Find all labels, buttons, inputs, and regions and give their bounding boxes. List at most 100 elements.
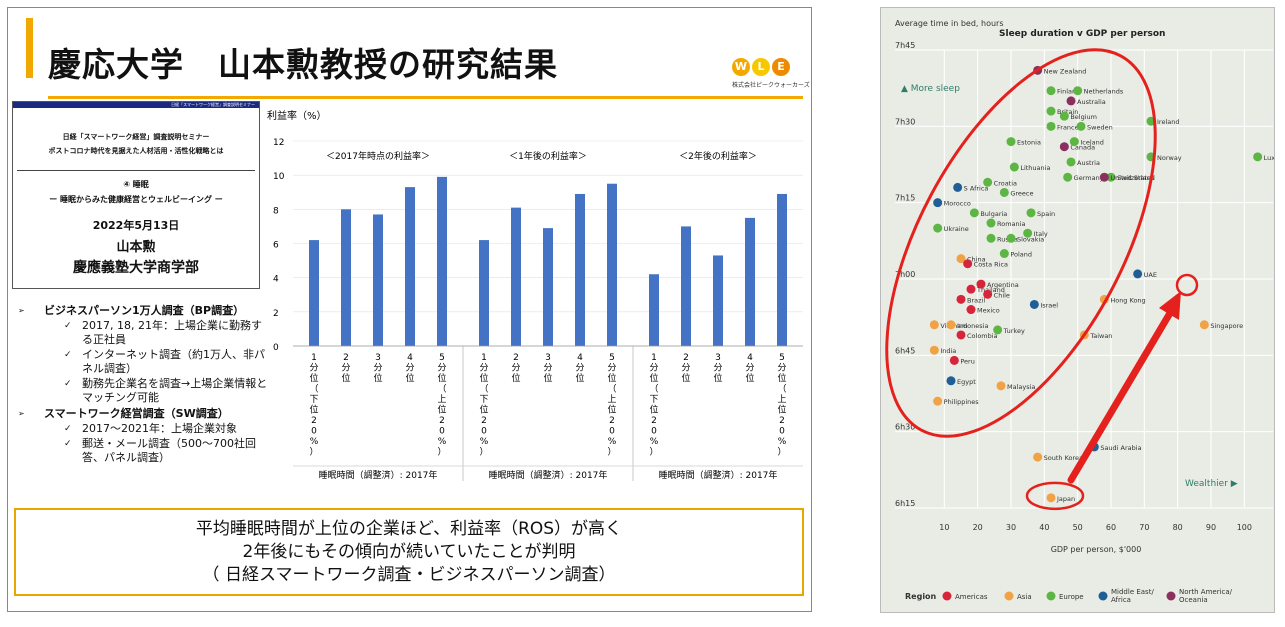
title-underline <box>48 96 803 99</box>
x-axis-label: 睡眠時間（調整済）: 2017年 <box>489 469 608 481</box>
data-point <box>1029 299 1039 309</box>
x-tick-label: 4 分位 <box>405 353 414 384</box>
bar-chart-svg: 利益率（%） 0 2 4 6 8 10 12 ＜2017年時点の利益率＞ 1 分位（下位 2 0 %） 2 分… <box>267 109 803 481</box>
legend-swatch <box>942 591 952 601</box>
bar <box>681 226 691 346</box>
data-point <box>933 396 943 406</box>
point-label: Luxembourg <box>1264 154 1274 162</box>
point-label: Peru <box>960 357 974 365</box>
point-label: Austria <box>1077 159 1100 167</box>
point-label: S Africa <box>964 184 989 192</box>
japan-highlight <box>1025 481 1085 511</box>
bullet-item: 2017～2021年：上場企業対象 <box>14 422 269 436</box>
panel-title: ＜1年後の利益率＞ <box>509 150 587 162</box>
bar <box>649 274 659 346</box>
y-tick-label: 6h30 <box>895 423 915 432</box>
cover-section: ④ 睡眠 <box>123 180 149 189</box>
point-label: Taiwan <box>1089 332 1112 340</box>
summary-line: 平均睡眠時間が上位の企業ほど、利益率（ROS）が高く <box>195 519 623 539</box>
point-label: Britain <box>1057 108 1078 116</box>
x-tick-label: 1 分位（下位 2 0%） <box>479 353 488 458</box>
x-axis-label: 睡眠時間（調整済）: 2017年 <box>319 469 438 481</box>
bar <box>713 255 723 346</box>
point-label: India <box>940 347 956 355</box>
x-tick-label: 90 <box>1206 523 1216 532</box>
data-point <box>1066 157 1076 167</box>
x-axis-label: GDP per person, $'000 <box>1051 545 1142 554</box>
data-point <box>1099 172 1109 182</box>
point-label: Colombia <box>967 332 998 340</box>
data-point <box>1006 233 1016 243</box>
y-tick-label: 6 <box>273 241 279 251</box>
panel-title: ＜2年後の利益率＞ <box>679 150 757 162</box>
data-point <box>1006 137 1016 147</box>
bar <box>607 183 617 346</box>
bullet-list: ビジネスパーソン1万人調査（BP調査） 2017, 18, 21年：上場企業に勤… <box>14 302 269 465</box>
bar <box>543 228 553 346</box>
x-tick-label: 3 分位 <box>543 353 552 384</box>
point-label: UAE <box>1144 271 1157 279</box>
point-label: Spain <box>1037 210 1055 218</box>
company-logo: W L E 株式会社ピークウォーカーズ <box>728 58 810 98</box>
data-point <box>1199 320 1209 330</box>
legend-entry: Europe <box>1059 593 1084 601</box>
legend-swatch <box>1098 591 1108 601</box>
y-tick-label: 7h15 <box>895 194 915 203</box>
data-point <box>1046 121 1056 131</box>
x-tick-label: 100 <box>1237 523 1252 532</box>
highlight-ellipse <box>885 48 1157 438</box>
point-label: Netherlands <box>1084 88 1124 96</box>
data-point <box>929 345 939 355</box>
data-point <box>1026 208 1036 218</box>
data-point <box>969 208 979 218</box>
sleep-gdp-scatter: Average time in bed, hours Sleep duration… <box>880 7 1285 613</box>
data-point <box>1033 452 1043 462</box>
data-point <box>956 294 966 304</box>
data-point <box>1059 111 1069 121</box>
logo-letter-l: L <box>752 58 770 76</box>
cover-header-strip: 日経「スマートワーク経営」調査説明セミナー <box>13 102 259 108</box>
bar <box>341 209 351 346</box>
data-point <box>956 254 966 264</box>
cover-author: 山本勲 <box>116 240 156 255</box>
point-label: Argentina <box>987 281 1019 289</box>
data-point <box>1023 228 1033 238</box>
data-point <box>1066 96 1076 106</box>
data-point <box>1069 137 1079 147</box>
y-tick-label: 0 <box>273 343 279 353</box>
point-label: Hong Kong <box>1110 296 1145 304</box>
data-point <box>1073 86 1083 96</box>
data-point <box>986 233 996 243</box>
bar <box>745 217 755 346</box>
point-label: Norway <box>1157 154 1182 162</box>
point-label: Switzerland <box>1117 174 1155 182</box>
data-point <box>933 198 943 208</box>
bar <box>511 207 521 346</box>
point-label: Egypt <box>957 378 976 386</box>
point-label: Australia <box>1077 98 1106 106</box>
legend-entry: North America/Oceania <box>1179 588 1233 604</box>
data-point <box>1046 106 1056 116</box>
bullet-item: スマートワーク経営調査（SW調査） <box>14 407 269 421</box>
x-tick-label: 4 分位 <box>575 353 584 384</box>
point-label: South Korea <box>1044 454 1083 462</box>
annotation-wealthier: Wealthier ▶ <box>1185 479 1238 489</box>
bar <box>373 214 383 346</box>
x-axis-label: 睡眠時間（調整済）: 2017年 <box>659 469 778 481</box>
point-label: Singapore <box>1210 322 1243 330</box>
point-label: Canada <box>1070 144 1095 152</box>
profit-bar-chart: 利益率（%） 0 2 4 6 8 10 12 ＜2017年時点の利益率＞ 1 分位（下位 2 0%） 2 分… <box>263 101 808 487</box>
cover-section-title: ー 睡眠からみた健康経営とウェルビーイング ー <box>49 195 223 204</box>
x-tick-label: 70 <box>1139 523 1149 532</box>
point-label: Croatia <box>994 179 1017 187</box>
point-label: Romania <box>997 220 1025 228</box>
bullet-item: ビジネスパーソン1万人調査（BP調査） <box>14 304 269 318</box>
logo-letter-w: W <box>732 58 750 76</box>
report-cover: 日経「スマートワーク経営」調査説明セミナー 日経「スマートワーク経営」調査説明セ… <box>12 101 260 289</box>
y-tick-label: 8 <box>273 206 279 216</box>
data-point <box>983 289 993 299</box>
point-label: Japan <box>1056 495 1075 503</box>
point-label: China <box>967 256 986 264</box>
point-label: Mexico <box>977 307 1000 315</box>
